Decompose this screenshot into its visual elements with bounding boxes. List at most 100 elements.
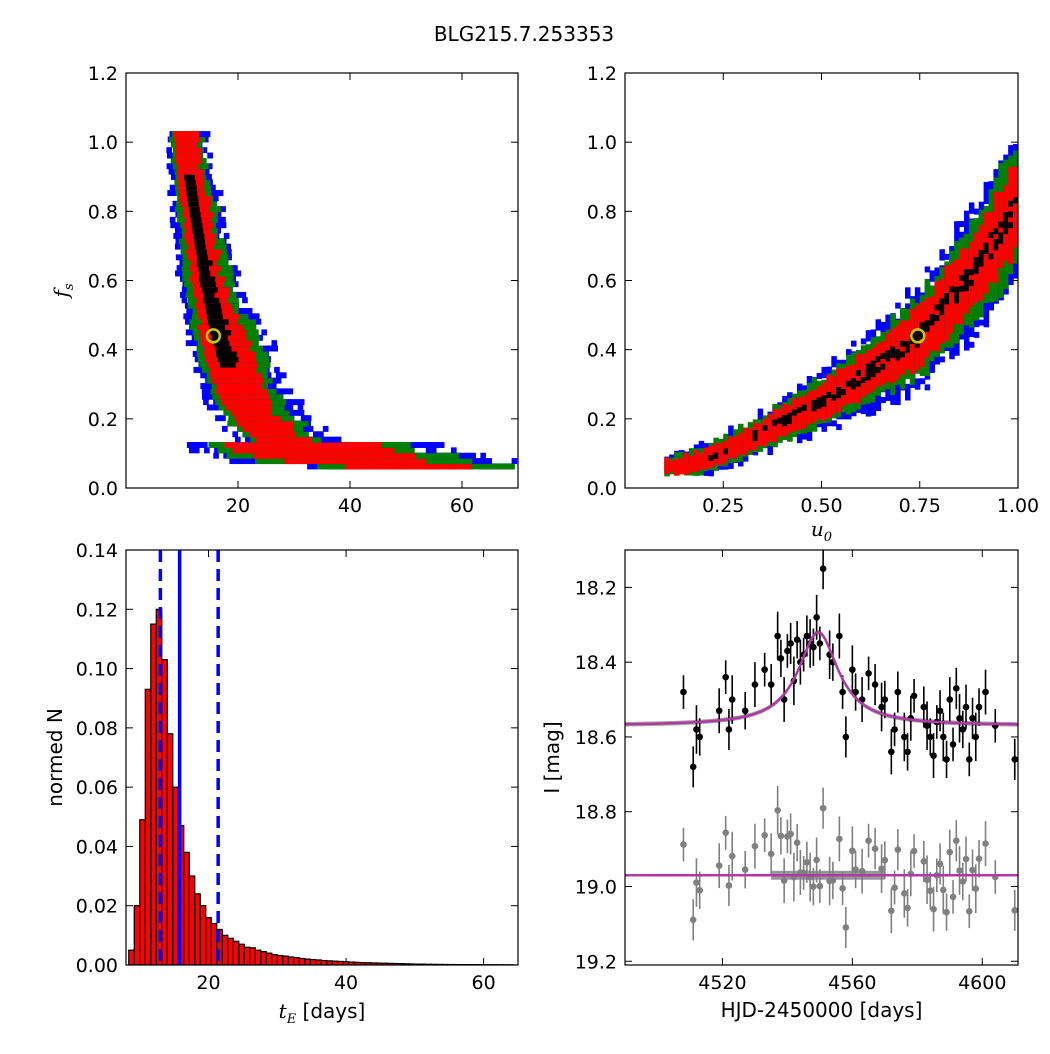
heatmap-cell bbox=[256, 319, 262, 325]
heatmap-cell bbox=[1003, 239, 1009, 245]
heatmap-cell bbox=[268, 426, 274, 432]
heatmap-cell bbox=[193, 281, 199, 287]
heatmap-cell bbox=[177, 217, 183, 223]
heatmap-cell bbox=[728, 463, 734, 469]
heatmap-cell bbox=[1003, 212, 1009, 218]
heatmap-cell bbox=[807, 383, 813, 389]
heatmap-cell bbox=[250, 458, 256, 464]
data-point bbox=[865, 670, 872, 677]
heatmap-cell bbox=[175, 206, 181, 212]
heatmap-cell bbox=[979, 301, 985, 307]
heatmap-cell bbox=[218, 356, 224, 362]
heatmap-cell bbox=[201, 201, 207, 207]
heatmap-cell bbox=[787, 418, 793, 424]
heatmap-cell bbox=[305, 458, 311, 464]
heatmap-cell bbox=[221, 399, 227, 405]
residual-point bbox=[959, 878, 966, 885]
heatmap-cell bbox=[308, 447, 314, 453]
data-point bbox=[937, 707, 944, 714]
heatmap-cell bbox=[866, 374, 872, 380]
heatmap-cell bbox=[197, 308, 203, 314]
heatmap-cell bbox=[262, 372, 268, 378]
heatmap-cell bbox=[782, 409, 788, 415]
heatmap-cell bbox=[807, 435, 813, 441]
heatmap-cell bbox=[993, 267, 999, 273]
heatmap-cell bbox=[481, 458, 487, 464]
heatmap-cell bbox=[203, 222, 209, 228]
x-tick-label: 0.75 bbox=[899, 495, 941, 517]
heatmap-cell bbox=[219, 292, 225, 298]
heatmap-cell bbox=[1008, 167, 1014, 173]
heatmap-cell bbox=[993, 218, 999, 224]
heatmap-cell bbox=[704, 464, 710, 470]
y-tick-label: 0.8 bbox=[88, 201, 118, 223]
heatmap-cell bbox=[212, 217, 218, 223]
heatmap-cell bbox=[669, 466, 675, 472]
heatmap-cell bbox=[1018, 172, 1024, 178]
residual-point bbox=[836, 836, 843, 843]
heatmap-cell bbox=[969, 280, 975, 286]
heatmap-cell bbox=[394, 447, 400, 453]
heatmap-cell bbox=[175, 153, 181, 159]
heatmap-cell bbox=[959, 275, 965, 281]
heatmap-cell bbox=[1018, 204, 1024, 210]
heatmap-cell bbox=[974, 238, 980, 244]
heatmap-cell bbox=[949, 322, 955, 328]
heatmap-cell bbox=[1018, 194, 1024, 200]
heatmap-cell bbox=[1003, 250, 1009, 256]
heatmap-cell bbox=[949, 336, 955, 342]
heatmap-cell bbox=[325, 442, 331, 448]
heatmap-cell bbox=[194, 335, 200, 341]
heatmap-cell bbox=[194, 292, 200, 298]
heatmap-cell bbox=[797, 397, 803, 403]
heatmap-cell bbox=[245, 442, 251, 448]
heatmap-cell bbox=[199, 292, 205, 298]
heatmap-cell bbox=[895, 336, 901, 342]
heatmap-cell bbox=[826, 402, 832, 408]
heatmap-cell bbox=[1018, 198, 1024, 204]
histogram-bar bbox=[294, 958, 300, 965]
heatmap-cell bbox=[944, 330, 950, 336]
heatmap-cell bbox=[812, 417, 818, 423]
heatmap-cell bbox=[198, 185, 204, 191]
heatmap-cell bbox=[718, 443, 724, 449]
heatmap-cell bbox=[1018, 199, 1024, 205]
heatmap-cell bbox=[1018, 226, 1024, 232]
heatmap-cell bbox=[664, 457, 670, 463]
heatmap-cell bbox=[984, 272, 990, 278]
heatmap-cell bbox=[210, 281, 216, 287]
heatmap-cell bbox=[792, 404, 798, 410]
heatmap-cell bbox=[205, 303, 211, 309]
heatmap-cell bbox=[959, 308, 965, 314]
heatmap-cell bbox=[1018, 124, 1024, 130]
residual-point bbox=[696, 887, 703, 894]
heatmap-cell bbox=[207, 362, 213, 368]
heatmap-cell bbox=[395, 463, 401, 469]
heatmap-cell bbox=[900, 358, 906, 364]
heatmap-cell bbox=[939, 249, 945, 255]
heatmap-cell bbox=[890, 329, 896, 335]
heatmap-cell bbox=[689, 456, 695, 462]
heatmap-cell bbox=[232, 340, 238, 346]
heatmap-cell bbox=[802, 396, 808, 402]
heatmap-cell bbox=[1003, 201, 1009, 207]
heatmap-cell bbox=[235, 367, 241, 373]
heatmap-cell bbox=[259, 453, 265, 459]
heatmap-cell bbox=[205, 217, 211, 223]
heatmap-cell bbox=[920, 378, 926, 384]
heatmap-cell bbox=[215, 276, 221, 282]
heatmap-cell bbox=[856, 397, 862, 403]
heatmap-cell bbox=[949, 348, 955, 354]
heatmap-cell bbox=[998, 197, 1004, 203]
heatmap-cell bbox=[915, 331, 921, 337]
heatmap-cell bbox=[993, 228, 999, 234]
heatmap-cell bbox=[266, 410, 272, 416]
heatmap-cell bbox=[910, 309, 916, 315]
heatmap-cell bbox=[1018, 214, 1024, 220]
heatmap-cell bbox=[984, 282, 990, 288]
heatmap-cell bbox=[792, 431, 798, 437]
heatmap-cell bbox=[915, 321, 921, 327]
heatmap-cell bbox=[812, 411, 818, 417]
heatmap-cell bbox=[261, 399, 267, 405]
heatmap-cell bbox=[239, 351, 245, 357]
